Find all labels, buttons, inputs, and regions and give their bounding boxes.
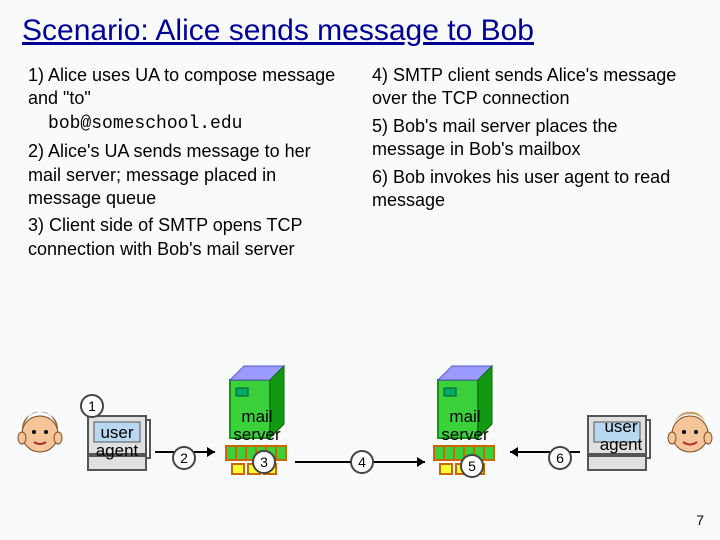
step-3: 3) Client side of SMTP opens TCP connect…	[28, 214, 348, 261]
step-circle-1: 1	[80, 394, 104, 418]
steps-columns: 1) Alice uses UA to compose message and …	[0, 56, 720, 265]
step-circle-3: 3	[252, 450, 276, 474]
bob-icon	[668, 412, 712, 452]
ua-right-label: user agent	[596, 418, 646, 454]
step-circle-6: 6	[548, 446, 572, 470]
left-column: 1) Alice uses UA to compose message and …	[28, 64, 348, 265]
mail-right-label: mail server	[430, 408, 500, 444]
page-title: Scenario: Alice sends message to Bob	[0, 0, 720, 56]
ua-left-label: user agent	[92, 424, 142, 460]
alice-icon	[18, 412, 62, 452]
right-column: 4) SMTP client sends Alice's message ove…	[372, 64, 692, 265]
step-circle-5: 5	[460, 454, 484, 478]
step-1: 1) Alice uses UA to compose message and …	[28, 64, 348, 136]
step-4: 4) SMTP client sends Alice's message ove…	[372, 64, 692, 111]
diagram-area: user agent mail server mail server user …	[0, 352, 720, 502]
step-circle-2: 2	[172, 446, 196, 470]
mail-left-label: mail server	[222, 408, 292, 444]
page-number: 7	[696, 512, 704, 528]
step-circle-4: 4	[350, 450, 374, 474]
step-6: 6) Bob invokes his user agent to read me…	[372, 166, 692, 213]
step-2: 2) Alice's UA sends message to her mail …	[28, 140, 348, 210]
step-5: 5) Bob's mail server places the message …	[372, 115, 692, 162]
